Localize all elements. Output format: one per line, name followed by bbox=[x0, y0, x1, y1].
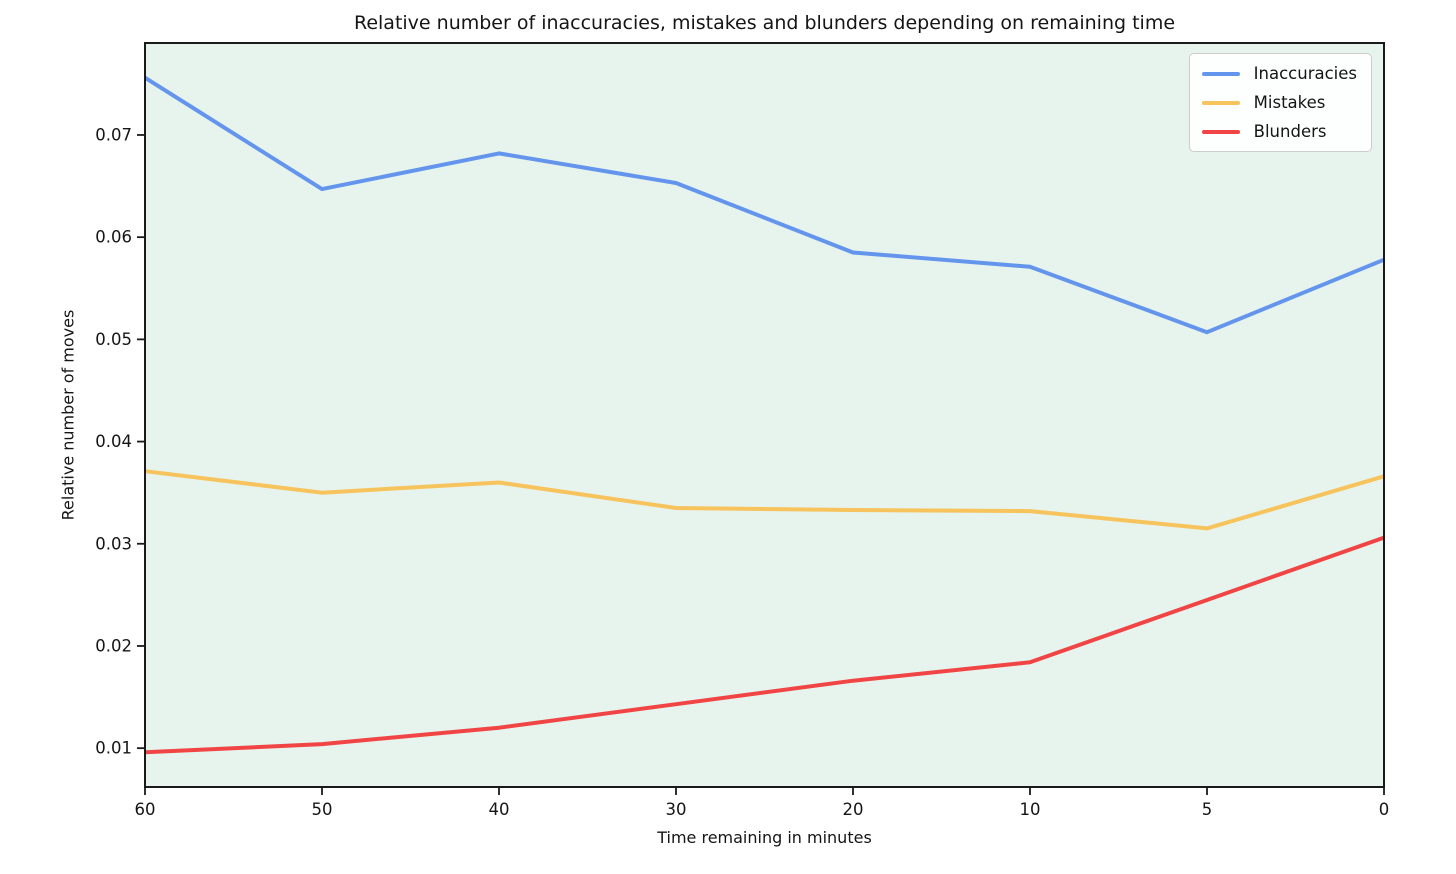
legend-swatch-mistakes bbox=[1201, 100, 1240, 105]
x-tick-label: 60 bbox=[135, 800, 156, 819]
line-blunders bbox=[144, 535, 1385, 755]
x-tick-label: 5 bbox=[1202, 800, 1213, 819]
x-tick-label: 20 bbox=[843, 800, 864, 819]
legend-label: Blunders bbox=[1253, 122, 1327, 141]
x-tick-label: 30 bbox=[666, 800, 687, 819]
line-mistakes bbox=[144, 469, 1385, 531]
legend-item: Inaccuracies bbox=[1201, 63, 1357, 84]
x-tick-label: 40 bbox=[489, 800, 510, 819]
x-tick-label: 0 bbox=[1379, 800, 1390, 819]
x-tick-label: 10 bbox=[1020, 800, 1041, 819]
legend-swatch-inaccuracies bbox=[1201, 71, 1240, 76]
plot-border bbox=[144, 42, 1385, 788]
x-tick-label: 50 bbox=[312, 800, 333, 819]
y-tick-label: 0.06 bbox=[95, 228, 132, 247]
chart-title: Relative number of inaccuracies, mistake… bbox=[353, 12, 1176, 34]
y-tick-label: 0.03 bbox=[95, 534, 132, 553]
y-tick-label: 0.07 bbox=[95, 125, 132, 144]
plot-background bbox=[145, 43, 1384, 787]
y-axis-label: Relative number of moves bbox=[58, 309, 78, 521]
y-tick-label: 0.05 bbox=[95, 330, 132, 349]
y-tick-label: 0.04 bbox=[95, 432, 132, 451]
legend: Inaccuracies Mistakes Blunders bbox=[1188, 53, 1372, 152]
x-axis-label: Time remaining in minutes bbox=[657, 828, 872, 847]
legend-item: Mistakes bbox=[1201, 92, 1357, 113]
legend-swatch-blunders bbox=[1201, 129, 1240, 134]
legend-item: Blunders bbox=[1201, 121, 1357, 142]
legend-label: Mistakes bbox=[1253, 93, 1326, 112]
y-tick-label: 0.01 bbox=[95, 739, 132, 758]
line-inaccuracies bbox=[143, 76, 1385, 335]
y-tick-label: 0.02 bbox=[95, 636, 132, 655]
legend-label: Inaccuracies bbox=[1253, 64, 1357, 83]
